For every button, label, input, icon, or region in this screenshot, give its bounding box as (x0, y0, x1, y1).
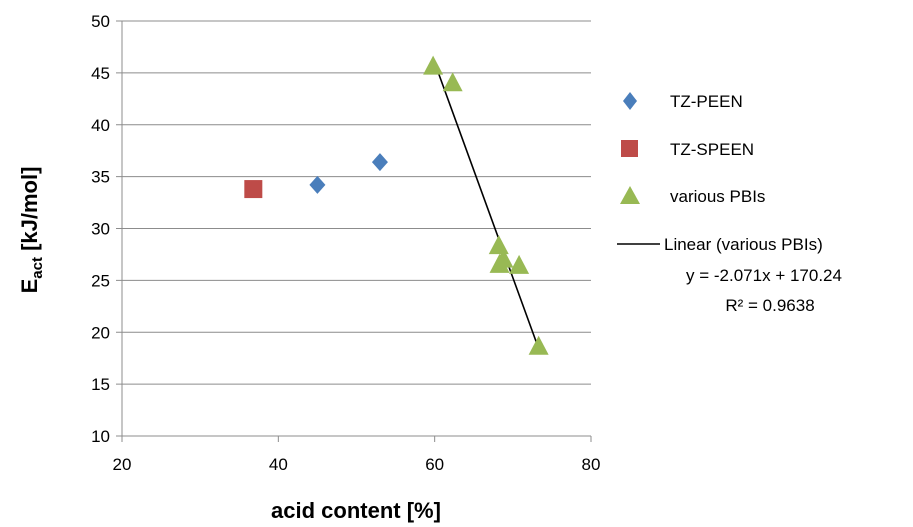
point-tz-peen-0 (309, 175, 326, 194)
data-points (244, 55, 549, 355)
legend-marker-tz-peen (623, 92, 637, 110)
y-tick-label-40: 40 (91, 116, 110, 135)
legend-label-tz-speen: TZ-SPEEN (670, 140, 754, 159)
point-various-pbis-0 (423, 55, 444, 75)
y-tick-label-30: 30 (91, 220, 110, 239)
x-tick-label-60: 60 (425, 455, 444, 474)
legend-label-trendline: Linear (various PBIs) (664, 235, 823, 254)
y-tick-label-20: 20 (91, 323, 110, 342)
y-tick-label-45: 45 (91, 64, 110, 83)
y-tick-label-50: 50 (91, 12, 110, 31)
legend-label-various-pbis: various PBIs (670, 187, 765, 206)
x-axis-title: acid content [%] (271, 498, 441, 523)
legend-label-tz-peen: TZ-PEEN (670, 92, 743, 111)
point-tz-speen-0 (244, 180, 263, 199)
x-tick-label-40: 40 (269, 455, 288, 474)
y-axis-title: Eact [kJ/mol] (17, 167, 46, 294)
y-axis-title-main: E (17, 279, 42, 294)
point-various-pbis-4 (489, 253, 510, 273)
trendline-r-squared: R² = 0.9638 (725, 296, 814, 315)
tick-labels: 10 15 20 25 30 35 40 45 50 20 40 60 80 (91, 12, 600, 474)
trendline (432, 58, 540, 349)
y-tick-label-25: 25 (91, 271, 110, 290)
y-tick-label-10: 10 (91, 427, 110, 446)
legend-marker-various-pbis (620, 186, 640, 204)
x-tick-label-20: 20 (113, 455, 132, 474)
y-tick-label-15: 15 (91, 375, 110, 394)
point-tz-peen-1 (371, 153, 388, 172)
x-tick-label-80: 80 (582, 455, 601, 474)
trendline-various-pbis (432, 58, 540, 349)
trendline-equation: y = -2.071x + 170.24 (686, 266, 842, 285)
y-tick-label-35: 35 (91, 168, 110, 187)
legend-marker-tz-speen (621, 140, 638, 157)
point-various-pbis-2 (488, 235, 509, 255)
legend: TZ-PEEN TZ-SPEEN various PBIs Linear (va… (617, 92, 842, 315)
y-axis-title-rest: [kJ/mol] (17, 167, 42, 257)
gridlines (122, 20, 591, 385)
axes (116, 20, 592, 442)
y-axis-title-sub: act (29, 257, 46, 279)
point-various-pbis-6 (528, 335, 549, 355)
point-various-pbis-1 (442, 72, 463, 92)
point-various-pbis-5 (509, 254, 530, 274)
